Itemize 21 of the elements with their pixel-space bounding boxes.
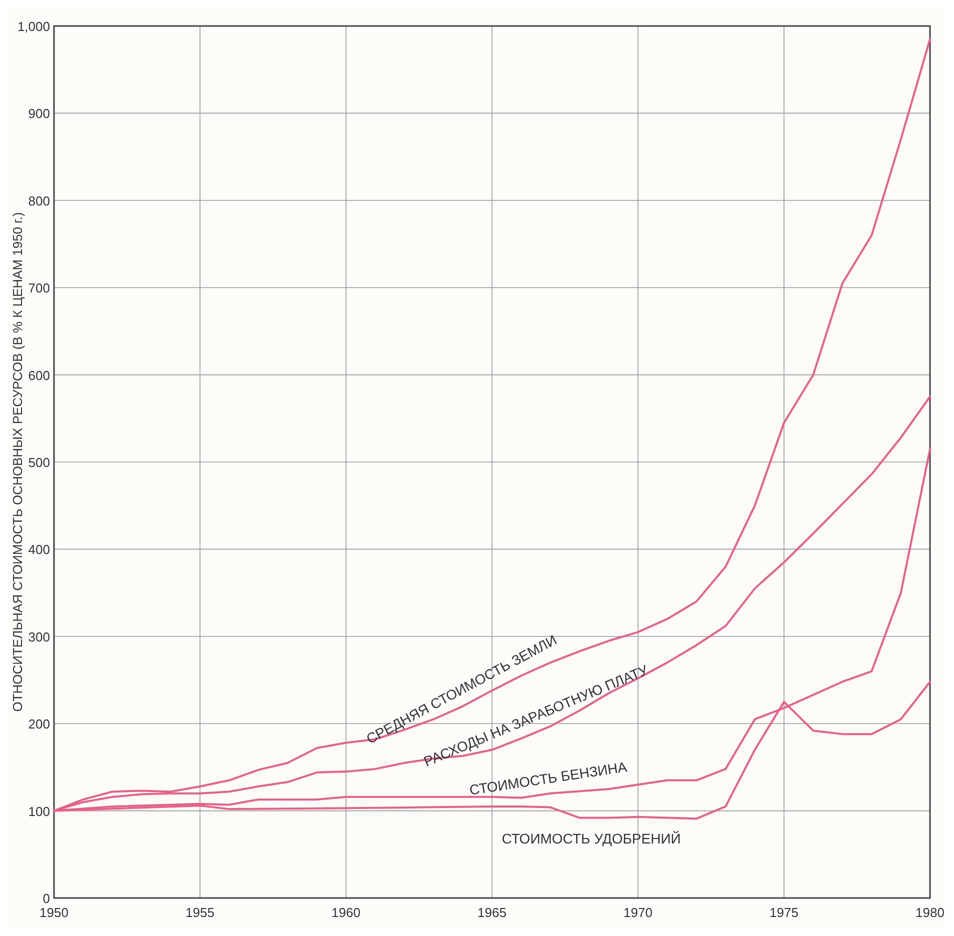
y-tick-label: 700 <box>28 280 50 296</box>
x-tick-label: 1970 <box>624 905 652 920</box>
y-tick-label: 800 <box>28 193 50 208</box>
y-tick-label: 200 <box>28 716 50 732</box>
y-axis-title: ОТНОСИТЕЛЬНАЯ СТОИМОСТЬ ОСНОВНЫХ РЕСУРСОВ (В % К ЦЕНАМ 1950 г.) <box>10 212 25 712</box>
y-tick-label: 300 <box>28 629 50 644</box>
x-tick-label: 1975 <box>770 905 798 920</box>
y-tick-label: 400 <box>28 542 50 558</box>
x-tick-label: 1950 <box>40 905 68 920</box>
x-tick-label: 1965 <box>478 905 506 920</box>
y-tick-label: 600 <box>28 368 50 383</box>
x-tick-label: 1960 <box>332 905 360 920</box>
x-tick-label: 1955 <box>186 905 214 920</box>
annotation: СТОИМОСТЬ УДОБРЕНИЙ <box>502 830 681 846</box>
y-tick-label: 900 <box>28 106 50 122</box>
y-tick-label: 100 <box>28 804 50 819</box>
y-tick-label: 1,000 <box>17 19 50 34</box>
x-tick-label: 1980 <box>916 905 944 920</box>
y-tick-label: 500 <box>28 455 50 470</box>
y-tick-label: 0 <box>42 891 50 906</box>
annotation: СТОИМОСТЬ БЕНЗИНА <box>468 758 629 798</box>
